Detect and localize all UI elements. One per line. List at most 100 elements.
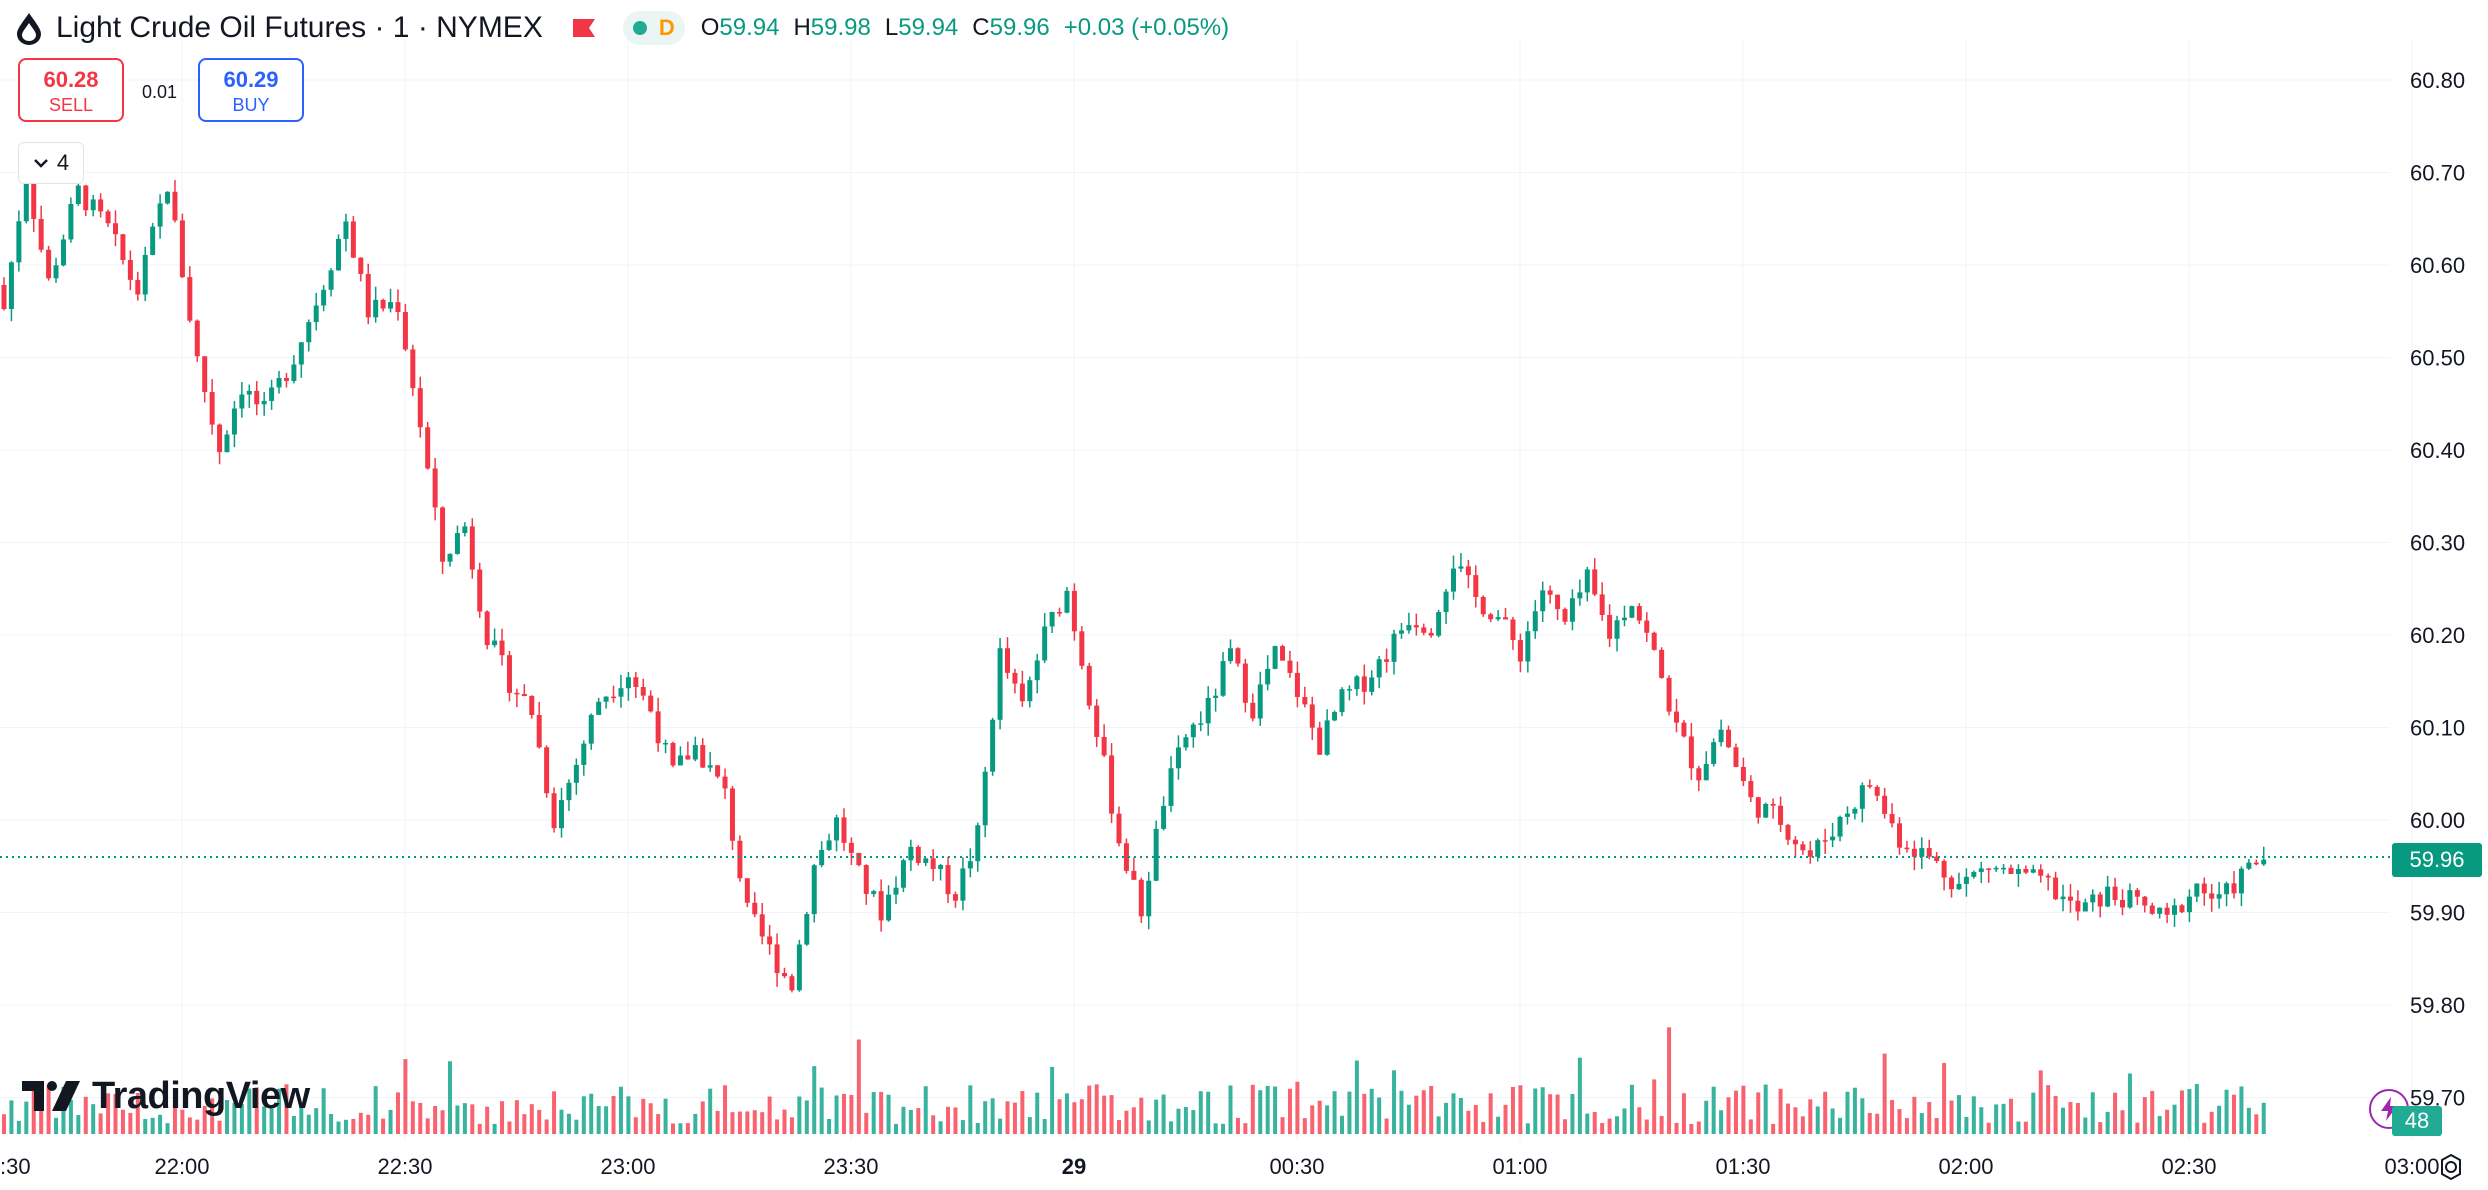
volume-bar [1674, 1122, 1679, 1134]
candle-body [1621, 617, 1627, 621]
indicators-toggle-button[interactable]: 4 [18, 142, 84, 184]
volume-bar [1912, 1096, 1917, 1134]
volume-bar [1354, 1060, 1359, 1134]
candle-body [700, 745, 706, 768]
volume-bar [1280, 1117, 1285, 1134]
volume-bar [1949, 1100, 1954, 1134]
volume-bar [983, 1101, 988, 1134]
volume-bar [648, 1103, 653, 1134]
volume-bar [1399, 1090, 1404, 1134]
candle-body [1807, 850, 1813, 857]
candle-body [38, 218, 44, 250]
spread-value: 0.01 [142, 82, 178, 102]
candle-body [1190, 724, 1196, 738]
candle-body [744, 878, 750, 903]
candle-body [1510, 619, 1516, 641]
volume-bar [1488, 1093, 1493, 1134]
symbol-title[interactable]: Light Crude Oil Futures · 1 · NYMEX [56, 11, 543, 44]
candle-body [900, 860, 906, 888]
candle-body [2067, 896, 2073, 901]
candle-body [150, 226, 156, 255]
volume-bar [1228, 1085, 1233, 1134]
candle-body [2209, 893, 2215, 899]
time-tick: 22:00 [154, 1154, 209, 1179]
candle-body [514, 692, 520, 695]
volume-bar [2254, 1114, 2259, 1134]
volume-bar [120, 1109, 125, 1134]
market-status-pill[interactable]: D [622, 11, 685, 45]
volume-bar [1183, 1106, 1188, 1134]
time-tick: 29 [1062, 1154, 1086, 1179]
tradingview-logo[interactable]: TradingView [22, 1074, 310, 1118]
volume-bar [336, 1121, 341, 1134]
volume-bar [1808, 1099, 1813, 1134]
volume-bar [1005, 1101, 1010, 1134]
volume-bar [2194, 1084, 2199, 1134]
volume-bar [1317, 1100, 1322, 1134]
time-axis[interactable]: :30 22:00 22:30 23:00 23:30 29 00:30 01:00 01:30… [0, 1154, 2488, 1179]
volume-bar [737, 1111, 742, 1134]
volume-bar [1956, 1095, 1961, 1134]
volume-bar [1644, 1119, 1649, 1134]
candle-body [1703, 763, 1709, 781]
time-tick: 02:30 [2161, 1154, 2216, 1179]
volume-bar [299, 1103, 304, 1134]
flag-icon[interactable] [571, 17, 597, 39]
candle-body [1205, 697, 1211, 724]
candle-body [105, 211, 111, 224]
volume-bar [953, 1107, 958, 1134]
candle-body [454, 533, 460, 554]
candle-body [1822, 840, 1828, 842]
volume-bar [700, 1101, 705, 1134]
candle-body [1688, 736, 1694, 769]
change-value: +0.03 (+0.05%) [1063, 14, 1230, 41]
volume-bar [871, 1092, 876, 1134]
volume-bar [262, 1106, 267, 1134]
candle-body [1934, 856, 1940, 861]
volume-bar [2031, 1092, 2036, 1134]
volume-bar [2135, 1122, 2140, 1134]
volume-bar [611, 1095, 616, 1134]
candle-body [492, 640, 498, 646]
candle-body [655, 711, 661, 744]
candle-body [1428, 632, 1434, 636]
candle-body [1354, 676, 1360, 690]
candle-body [1384, 659, 1390, 662]
ohlc-values: O 59.94 H 59.98 L 59.94 C 59.96 +0.03 (+… [701, 14, 1229, 42]
volume-bar [2157, 1115, 2162, 1134]
candle-body [142, 254, 148, 295]
candle-body [1183, 737, 1189, 748]
buy-button[interactable]: 60.29 BUY [198, 58, 304, 122]
sell-button[interactable]: 60.28 SELL [18, 58, 124, 122]
candle-body [484, 611, 490, 646]
candle-body [611, 696, 617, 699]
volume-bar [1012, 1102, 1017, 1134]
volume-bar [158, 1114, 163, 1134]
candle-body [1346, 689, 1352, 691]
oil-drop-icon [17, 13, 41, 45]
candle-body [179, 220, 185, 278]
candle-body [1949, 877, 1955, 890]
candle-body [1436, 612, 1442, 636]
volume-bar [507, 1121, 512, 1134]
candle-body [16, 221, 22, 263]
volume-bar [968, 1085, 973, 1134]
candle-body [1859, 785, 1865, 809]
candle-body [1889, 813, 1895, 824]
candle-body [2179, 905, 2185, 913]
chart-settings-icon[interactable] [2436, 1152, 2466, 1182]
candle-body [1361, 676, 1367, 692]
candle-body [499, 640, 505, 656]
candle-body [1123, 843, 1129, 871]
candle-body [603, 696, 609, 702]
candle-body [187, 277, 193, 321]
candle-body [127, 259, 133, 280]
volume-bar [671, 1123, 675, 1134]
price-axis[interactable]: 60.80 60.70 60.60 60.50 60.40 60.30 60.20 60.10… [2410, 68, 2465, 1111]
volume-bar [789, 1117, 794, 1134]
volume-bar [1741, 1085, 1746, 1134]
volume-bar [232, 1102, 237, 1134]
candle-body [425, 427, 431, 469]
candle-body [157, 203, 163, 227]
